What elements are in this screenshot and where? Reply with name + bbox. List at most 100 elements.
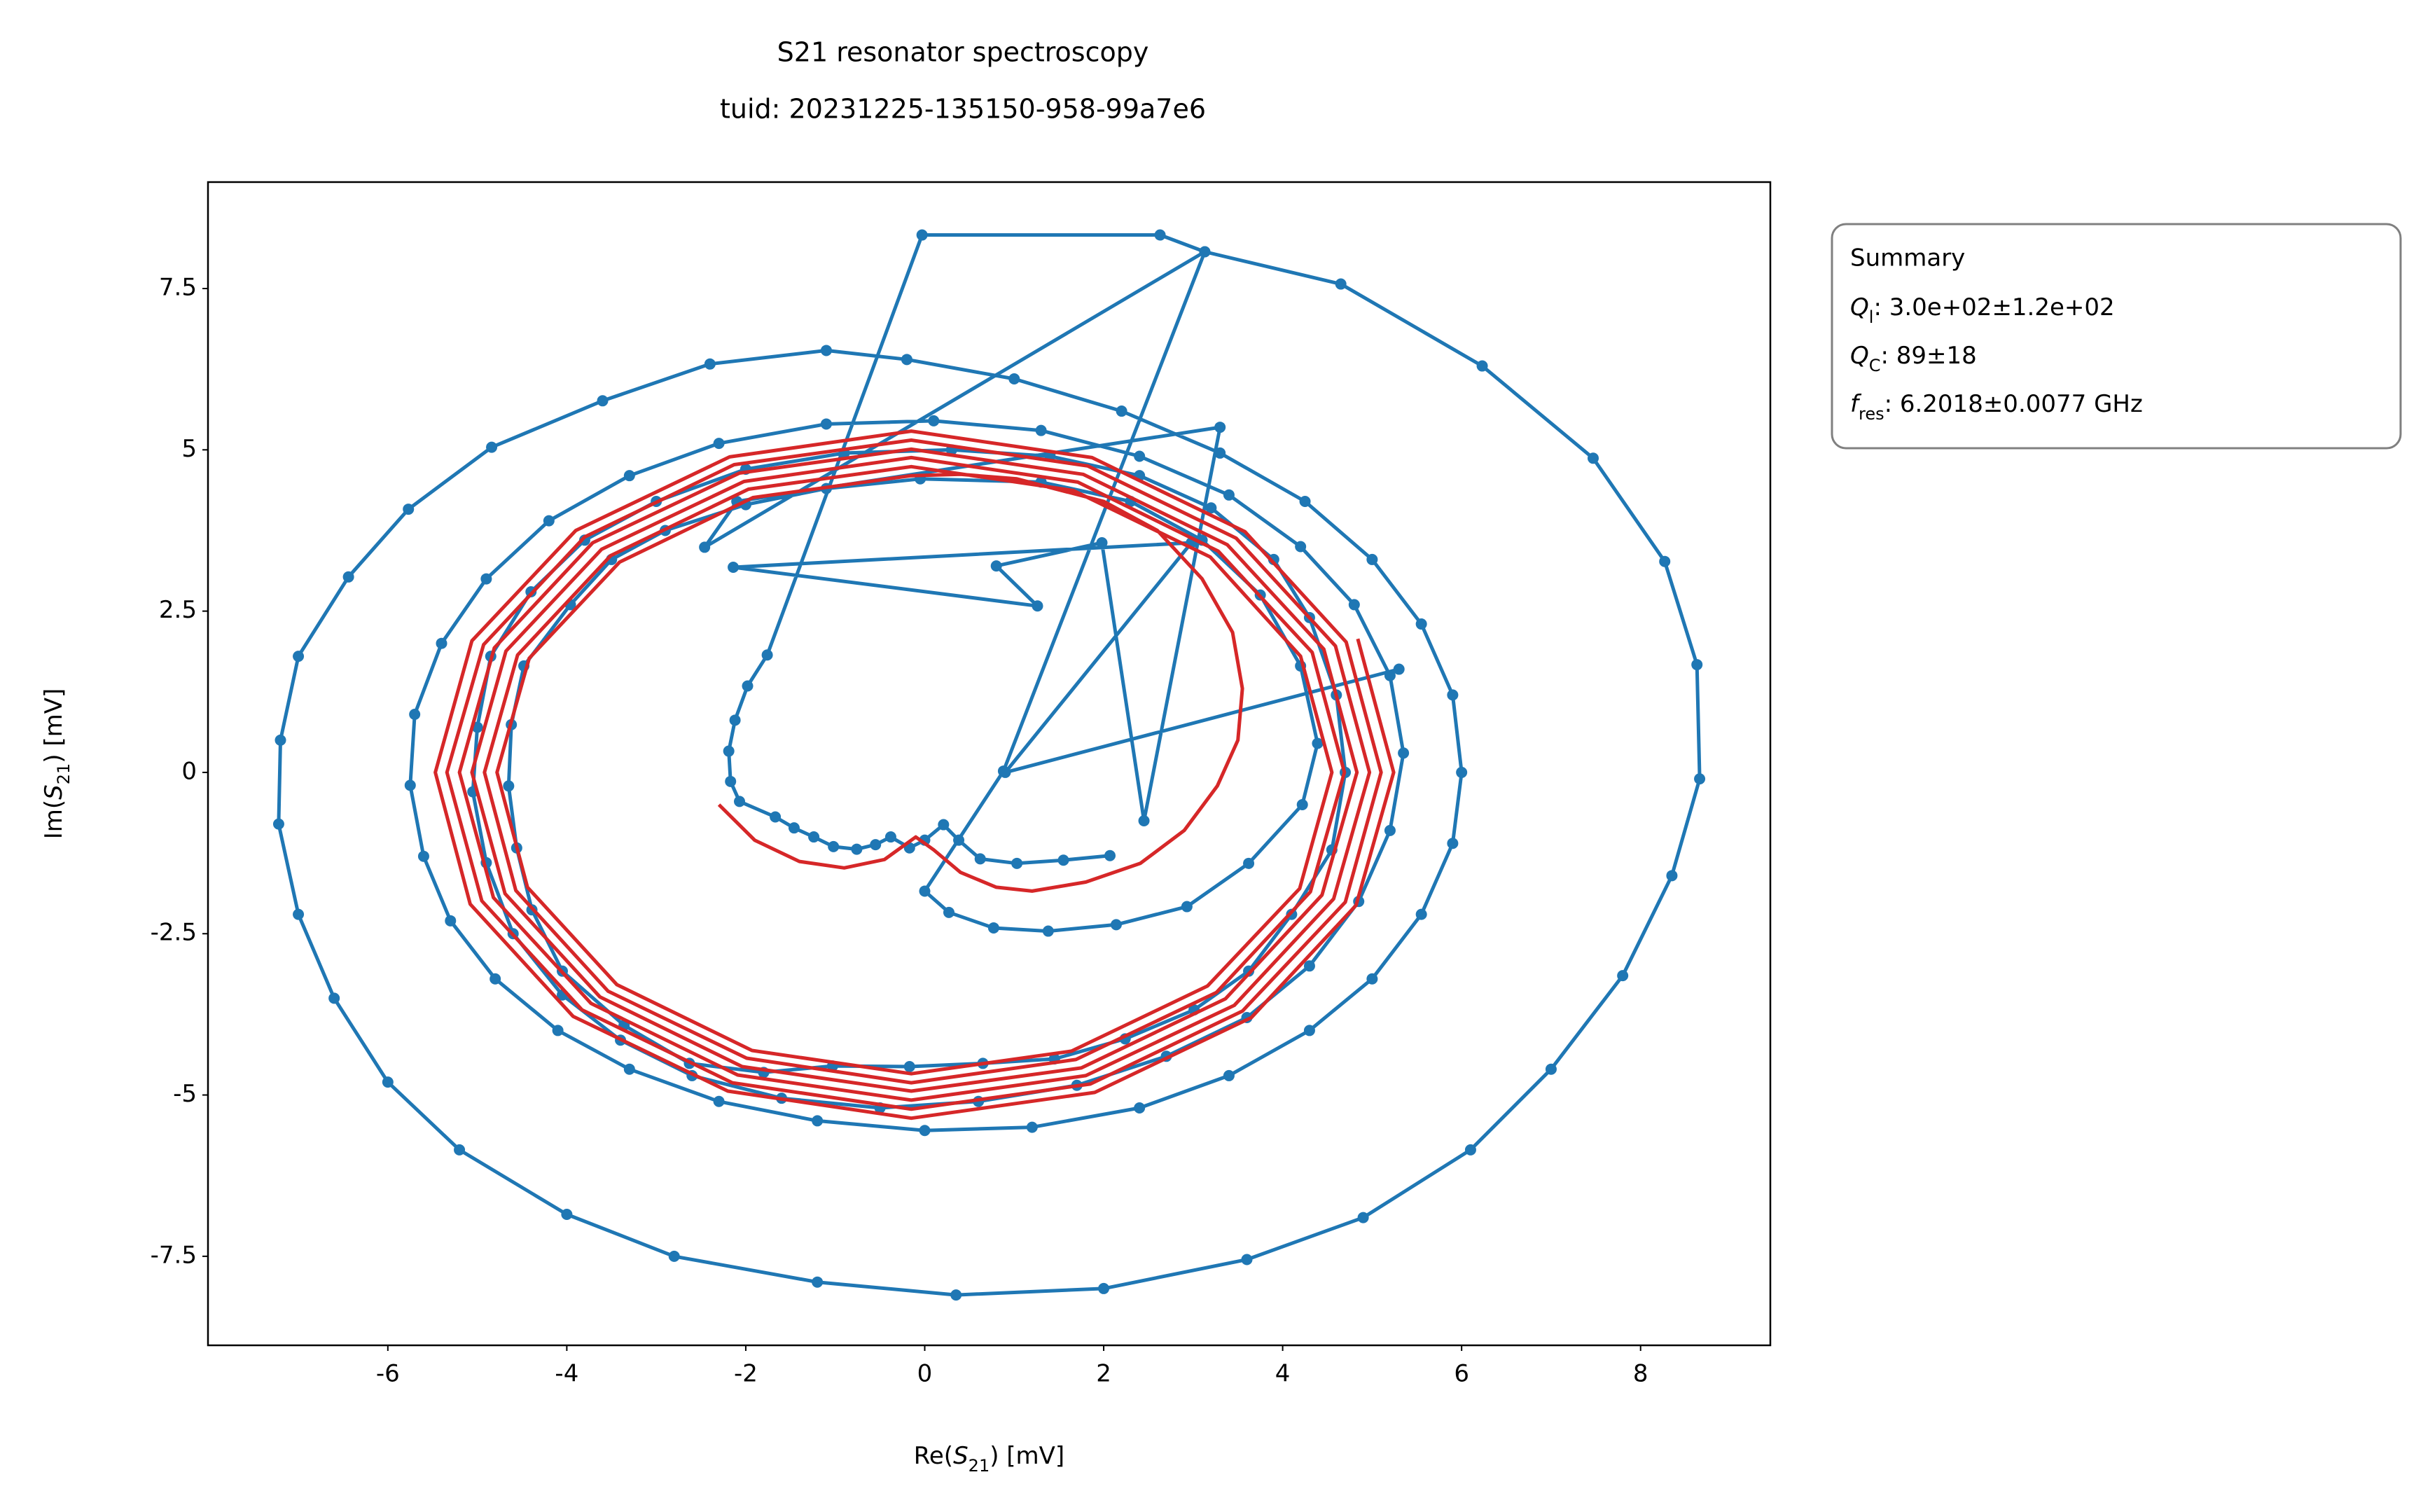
data-point: [1104, 849, 1116, 861]
data-point: [953, 834, 965, 846]
data-point: [1666, 870, 1678, 882]
data-point: [552, 1025, 564, 1036]
data-point: [919, 885, 931, 897]
data-point: [950, 1289, 962, 1301]
y-axis-label: Im(S21) [mV]: [40, 688, 74, 840]
data-point: [1447, 838, 1459, 849]
data-point: [725, 775, 737, 787]
data-point: [1617, 970, 1629, 982]
x-tick-label: 8: [1633, 1360, 1648, 1388]
data-point: [1415, 908, 1427, 920]
summary-title: Summary: [1850, 244, 1965, 272]
summary-line: QC: 89±18: [1850, 342, 1977, 376]
data-point: [1134, 1102, 1146, 1114]
data-point: [1243, 857, 1255, 869]
label-subscript: res: [1859, 404, 1884, 424]
data-point: [1398, 747, 1410, 759]
data-point: [916, 229, 928, 241]
data-point: [293, 908, 305, 920]
data-point: [987, 922, 999, 934]
data-point: [1348, 599, 1360, 611]
data-point: [1008, 373, 1020, 384]
data-point: [1214, 447, 1226, 459]
data-point: [851, 843, 863, 855]
label-symbol: Q: [1850, 342, 1869, 370]
data-point: [1296, 798, 1308, 810]
y-tick-label: 2.5: [159, 596, 197, 624]
data-point: [901, 354, 912, 366]
data-point: [1303, 960, 1315, 972]
data-point: [1098, 1282, 1110, 1294]
x-tick-label: -4: [555, 1360, 578, 1388]
data-point: [1415, 618, 1427, 630]
data-point: [1096, 536, 1108, 548]
data-point: [812, 1276, 824, 1288]
label-subscript: l: [1869, 307, 1874, 327]
y-tick-label: -2.5: [151, 919, 197, 947]
series-line: [433, 429, 1396, 1121]
data-point: [723, 745, 735, 757]
y-tick-label: -5: [173, 1080, 197, 1108]
data-point: [1199, 246, 1211, 258]
data-point: [597, 395, 609, 407]
data-point: [770, 811, 782, 823]
data-point: [1154, 229, 1166, 241]
data-point: [1223, 489, 1235, 501]
data-point: [668, 1250, 680, 1262]
data-point: [734, 796, 745, 807]
data-point: [1312, 737, 1324, 749]
data-point: [884, 831, 896, 843]
label-symbol: Q: [1850, 293, 1869, 321]
data-point: [812, 1115, 824, 1127]
data-point: [761, 649, 773, 661]
data-point: [1026, 1121, 1038, 1133]
x-tick-label: 4: [1275, 1360, 1291, 1388]
data-point: [1384, 670, 1396, 681]
label-text: : 89±18: [1881, 342, 1977, 370]
data-point: [1138, 815, 1150, 827]
data-point: [999, 766, 1011, 778]
label-prefix: Im(: [40, 800, 68, 839]
data-point: [1303, 1025, 1315, 1036]
data-point: [699, 541, 711, 553]
summary-line: fres: 6.2018±0.0077 GHz: [1850, 390, 2143, 424]
y-tick-label: 7.5: [159, 274, 197, 302]
data-point: [828, 840, 840, 852]
data-point: [1299, 496, 1311, 508]
data-point: [1042, 925, 1054, 937]
data-point: [808, 831, 820, 843]
data-point: [403, 504, 415, 515]
data-point: [928, 415, 940, 426]
data-point: [1384, 824, 1396, 836]
data-point: [409, 709, 421, 721]
data-point: [543, 515, 555, 527]
chart-title: S21 resonator spectroscopy: [777, 37, 1149, 68]
data-point: [1464, 1144, 1476, 1156]
data-point: [1057, 854, 1069, 866]
data-point: [1357, 1212, 1369, 1223]
data-point: [342, 571, 354, 583]
data-point: [436, 637, 447, 649]
data-point: [1456, 766, 1468, 778]
data-point: [1214, 422, 1226, 434]
data-point: [820, 418, 832, 430]
data-point: [1691, 659, 1703, 671]
data-point: [1335, 278, 1347, 290]
data-point: [445, 915, 457, 927]
data-point: [870, 839, 882, 851]
data-point: [623, 1063, 635, 1075]
data-point: [990, 560, 1002, 572]
data-point: [729, 714, 741, 726]
data-point: [820, 345, 832, 356]
data-point: [974, 853, 986, 865]
data-point: [1366, 973, 1378, 985]
label-subscript: 21: [969, 1456, 990, 1476]
data-point: [1393, 663, 1405, 675]
summary-line: Ql: 3.0e+02±1.2e+02: [1850, 293, 2115, 328]
label-prefix: Re(: [914, 1442, 953, 1470]
data-point: [728, 561, 740, 573]
data-point: [1223, 1069, 1235, 1081]
data-point: [417, 850, 429, 862]
data-point: [1241, 1254, 1253, 1265]
